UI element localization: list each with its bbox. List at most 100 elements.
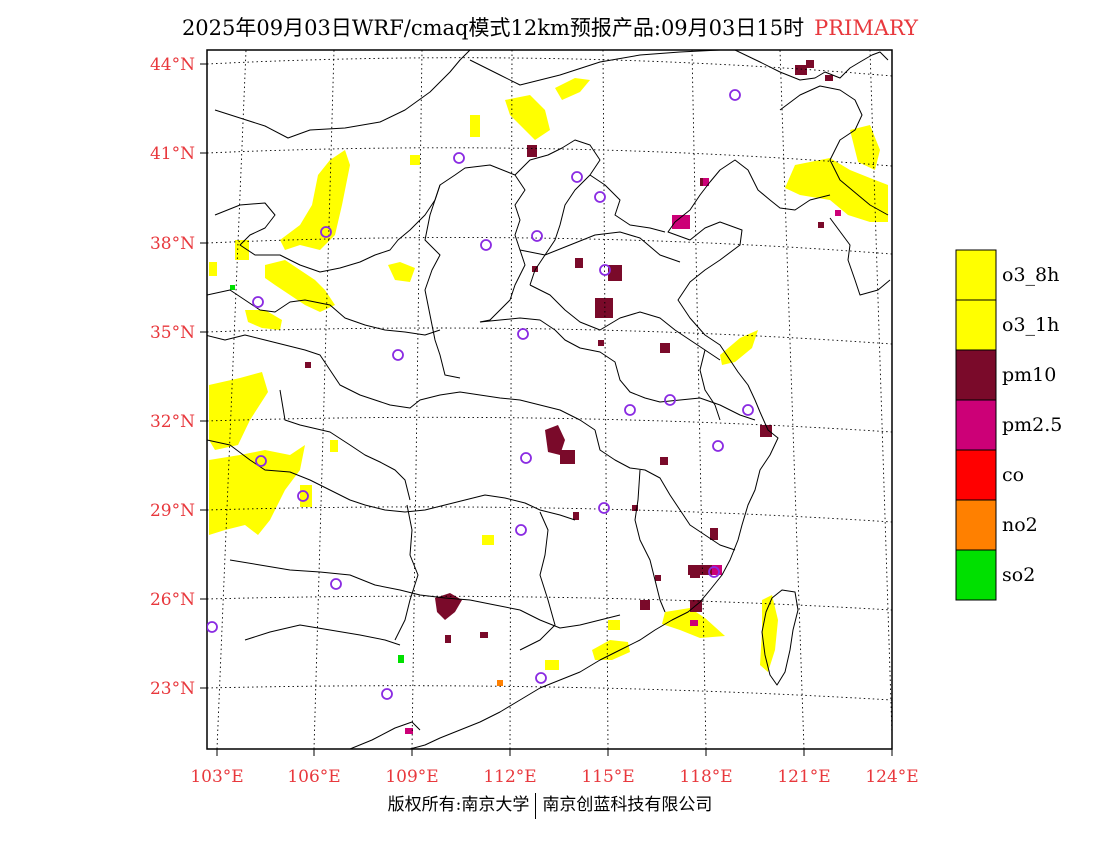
legend-label: pm10	[1002, 364, 1056, 386]
legend-swatch	[955, 449, 997, 501]
province-line	[394, 504, 419, 641]
pm25-patch-1	[672, 215, 690, 229]
o3-patch-northwest	[280, 150, 350, 250]
station-marker	[480, 239, 492, 251]
province-line	[699, 349, 721, 421]
map-frame	[206, 49, 893, 750]
province-line	[424, 184, 461, 379]
province-line	[207, 289, 441, 336]
station-marker	[392, 349, 404, 361]
lat-label: 44°N	[150, 55, 195, 75]
province-line	[207, 439, 576, 521]
pm10-patch-6	[660, 457, 668, 465]
station-marker	[599, 264, 611, 276]
station-marker	[320, 226, 332, 238]
o3-patch-sichuan-west	[209, 372, 268, 450]
station-marker	[453, 152, 465, 164]
o3-patch-guangdong	[592, 640, 630, 660]
station-marker	[712, 440, 724, 452]
pm10-patch-14	[640, 600, 650, 610]
pm10-patch-12	[710, 528, 718, 540]
so2-patch-2	[230, 285, 235, 290]
legend-swatch	[955, 349, 997, 401]
lon-label: 103°E	[190, 767, 243, 787]
o3-patch-inner-mongolia	[505, 95, 550, 140]
stations	[207, 89, 754, 700]
graticule-lon	[869, 50, 892, 736]
province-line	[279, 389, 411, 501]
pm10-patch-15	[760, 425, 772, 437]
station-marker	[598, 502, 610, 514]
graticule-lat	[207, 57, 892, 77]
o3-patch-small-9	[300, 485, 312, 507]
legend-swatch	[955, 549, 997, 601]
station-marker	[517, 328, 529, 340]
o3-patch-ordos	[265, 260, 335, 312]
province-line	[479, 317, 756, 421]
so2-patch-1	[398, 655, 404, 663]
o3-patch-sichuan-south	[209, 445, 305, 535]
pm10-patch-16	[598, 340, 604, 346]
pm25-patches	[405, 178, 841, 734]
lat-label: 32°N	[150, 412, 195, 432]
pm25-patch-5	[690, 620, 698, 626]
pm10-patch-23	[305, 362, 311, 368]
pm10-patch-guangxi	[435, 593, 462, 620]
copyright-right: 南京创蓝科技有限公司	[542, 795, 713, 815]
lon-label: 112°E	[483, 767, 536, 787]
border-northeast-korea	[779, 85, 889, 216]
province-line	[594, 429, 736, 551]
taiwan-outline	[761, 589, 799, 686]
province-line	[519, 609, 621, 629]
pm10-patch-22	[445, 635, 451, 643]
lat-label: 38°N	[150, 234, 195, 254]
lon-label: 115°E	[581, 767, 634, 787]
copyright-left: 版权所有:南京大学	[387, 795, 530, 815]
station-marker	[535, 672, 547, 684]
o3-patch-north-mongolia	[555, 78, 590, 100]
latitude-axis: 44°N 41°N 38°N 35°N 32°N 29°N 26°N 23°N	[150, 55, 207, 699]
province-line	[529, 174, 591, 286]
province-line	[634, 469, 666, 613]
lon-label: 118°E	[679, 767, 732, 787]
primary-tag: PRIMARY	[814, 16, 919, 40]
graticule-lat	[207, 685, 892, 701]
station-marker	[531, 230, 543, 242]
coastline	[409, 159, 831, 749]
graticule-lat	[207, 506, 892, 523]
footer: 版权所有:南京大学 南京创蓝科技有限公司	[0, 790, 1100, 819]
pm10-patch-10	[825, 75, 833, 81]
station-marker	[255, 455, 267, 467]
o3-patch-small-8	[209, 262, 217, 276]
province-line	[229, 559, 521, 611]
province-line	[207, 334, 596, 431]
province-line	[214, 164, 526, 323]
pm25-patch-6	[405, 728, 413, 734]
longitude-axis: 103°E 106°E 109°E 112°E 115°E 118°E 121°E 124°E	[190, 749, 919, 787]
graticule-lat	[207, 147, 892, 167]
graticule	[207, 50, 892, 749]
pm10-patch-17	[690, 570, 700, 578]
pm10-patch-21	[480, 632, 488, 638]
national-border-mongolia-east	[469, 50, 721, 86]
o3-patch-small-7	[235, 240, 249, 260]
province-line	[514, 139, 666, 233]
lat-label: 23°N	[150, 679, 195, 699]
graticule-lat	[207, 416, 892, 433]
pm10-patch-11	[688, 565, 716, 575]
station-marker	[742, 404, 754, 416]
legend-label: o3_1h	[1002, 314, 1059, 336]
national-border-northeast	[734, 50, 889, 81]
pm10-patch-8	[795, 65, 807, 75]
legend-label: so2	[1002, 564, 1035, 586]
station-marker	[594, 191, 606, 203]
pm10-patch-2	[608, 265, 622, 281]
province-line	[244, 624, 401, 646]
pm10-patch-hubei	[545, 425, 565, 455]
legend-label: no2	[1002, 514, 1038, 536]
southern-coast-hint	[349, 721, 421, 749]
pm10-patches	[305, 60, 833, 643]
station-marker	[664, 394, 676, 406]
station-marker	[252, 296, 264, 308]
